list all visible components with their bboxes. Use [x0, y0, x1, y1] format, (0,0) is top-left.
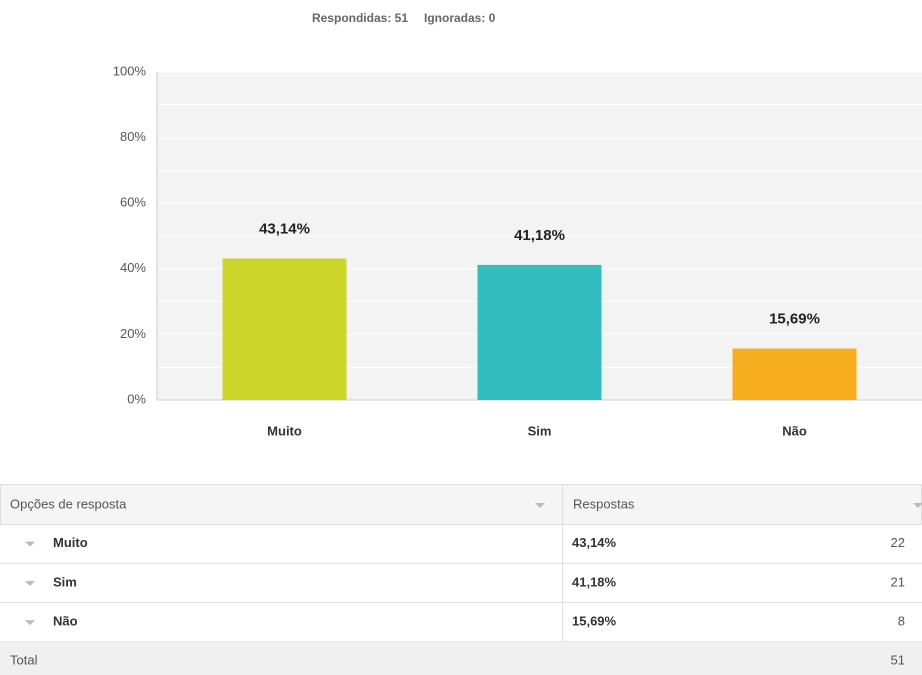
- header-cell: Respostas: [573, 496, 635, 511]
- value-label: 41,18%: [514, 227, 565, 244]
- row-name: Muito: [53, 535, 88, 550]
- answered: Respondidas: 51: [312, 11, 408, 25]
- dropdown-icon: [535, 503, 545, 508]
- y-tick-label: 40%: [120, 260, 146, 275]
- row-name: Sim: [53, 574, 77, 589]
- row-count: 8: [898, 614, 905, 629]
- row-name: Não: [53, 614, 78, 629]
- dropdown-icon: [25, 620, 35, 626]
- bar: [222, 258, 347, 400]
- y-tick-label: 100%: [113, 63, 147, 78]
- table-header: [0, 484, 922, 525]
- row-percent: 41,18%: [572, 574, 617, 589]
- x-tick-label: Sim: [528, 423, 552, 438]
- row-percent: 43,14%: [572, 535, 617, 550]
- dropdown-icon: [913, 503, 922, 508]
- y-tick-label: 60%: [120, 195, 146, 210]
- y-tick-label: 80%: [120, 129, 146, 144]
- header-cell: Opções de resposta: [10, 496, 127, 511]
- y-tick-label: 20%: [120, 326, 146, 341]
- value-label: 43,14%: [259, 220, 310, 237]
- dropdown-icon: [25, 580, 35, 586]
- bar: [477, 264, 602, 400]
- total-value: 51: [891, 652, 905, 667]
- row-count: 22: [891, 535, 905, 550]
- total-label: Total: [10, 652, 38, 667]
- dropdown-icon: [25, 541, 35, 547]
- row-percent: 15,69%: [572, 614, 617, 629]
- total-row: [0, 642, 922, 675]
- skipped: Ignoradas: 0: [424, 11, 496, 25]
- bar: [732, 348, 857, 400]
- x-tick-label: Não: [782, 423, 807, 438]
- x-tick-label: Muito: [267, 423, 302, 438]
- y-tick-label: 0%: [127, 391, 146, 406]
- row-count: 21: [891, 574, 905, 589]
- value-label: 15,69%: [769, 311, 820, 328]
